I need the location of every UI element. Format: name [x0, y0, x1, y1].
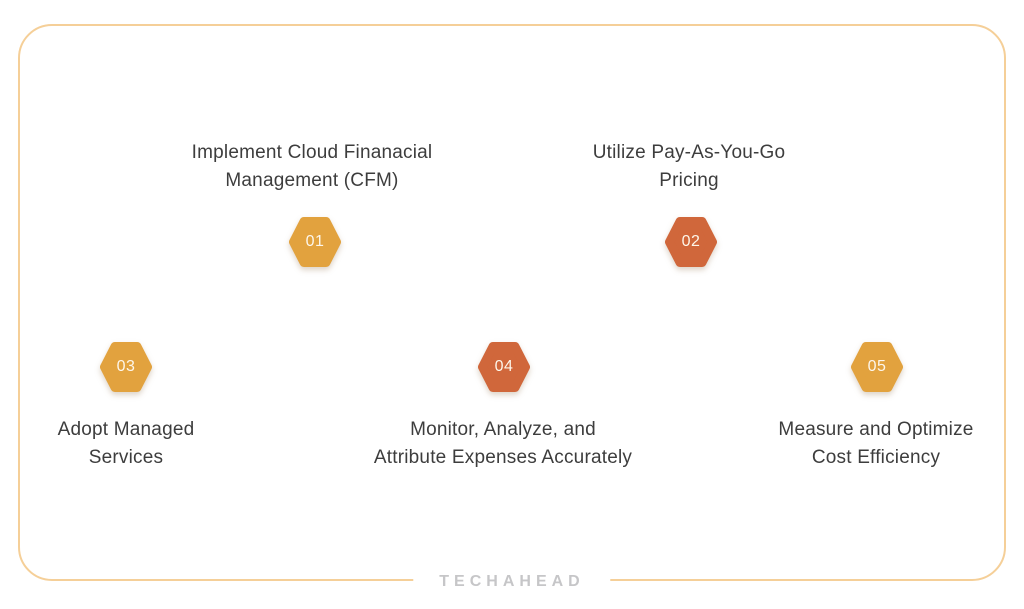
hexagon-shape [851, 342, 903, 392]
hexagon-shape [289, 217, 341, 267]
step-3-label: Adopt Managed Services [0, 416, 296, 472]
step-4-label-line-2: Attribute Expenses Accurately [373, 447, 633, 468]
hexagon-shape [478, 342, 530, 392]
hexagon-icon [851, 342, 903, 392]
step-4-number: 04 [494, 358, 514, 375]
step-3-hexagon: 03 [100, 342, 152, 392]
step-2-label: Utilize Pay-As-You-Go Pricing [519, 139, 859, 195]
step-1-hexagon: 01 [289, 217, 341, 267]
step-5-label-line-2: Cost Efficiency [811, 447, 941, 468]
step-5-label: Measure and Optimize Cost Efficiency [706, 416, 1024, 472]
step-2-label-line-1: Utilize Pay-As-You-Go [592, 142, 786, 163]
hexagon-icon [665, 217, 717, 267]
step-5-hexagon: 05 [851, 342, 903, 392]
hexagon-icon [289, 217, 341, 267]
step-3-label-line-2: Services [88, 447, 164, 468]
step-1-label-line-2: Management (CFM) [225, 170, 399, 191]
brand-logo: TECHAHEAD [413, 569, 611, 595]
hexagon-shape [100, 342, 152, 392]
step-1-label: Implement Cloud Finanacial Management (C… [142, 139, 482, 195]
hexagon-icon [478, 342, 530, 392]
step-2-hexagon: 02 [665, 217, 717, 267]
step-1-number: 01 [305, 233, 325, 250]
step-4-label: Monitor, Analyze, and Attribute Expenses… [333, 416, 673, 472]
step-3-number: 03 [116, 358, 136, 375]
step-4-label-line-1: Monitor, Analyze, and [410, 419, 596, 440]
step-4-hexagon: 04 [478, 342, 530, 392]
step-2-number: 02 [681, 233, 701, 250]
border-frame [18, 24, 1006, 581]
hexagon-icon [100, 342, 152, 392]
step-5-number: 05 [867, 358, 887, 375]
step-5-label-line-1: Measure and Optimize [778, 419, 974, 440]
step-3-label-line-1: Adopt Managed [57, 419, 195, 440]
hexagon-shape [665, 217, 717, 267]
step-2-label-line-2: Pricing [659, 170, 719, 191]
step-1-label-line-1: Implement Cloud Finanacial [191, 142, 433, 163]
